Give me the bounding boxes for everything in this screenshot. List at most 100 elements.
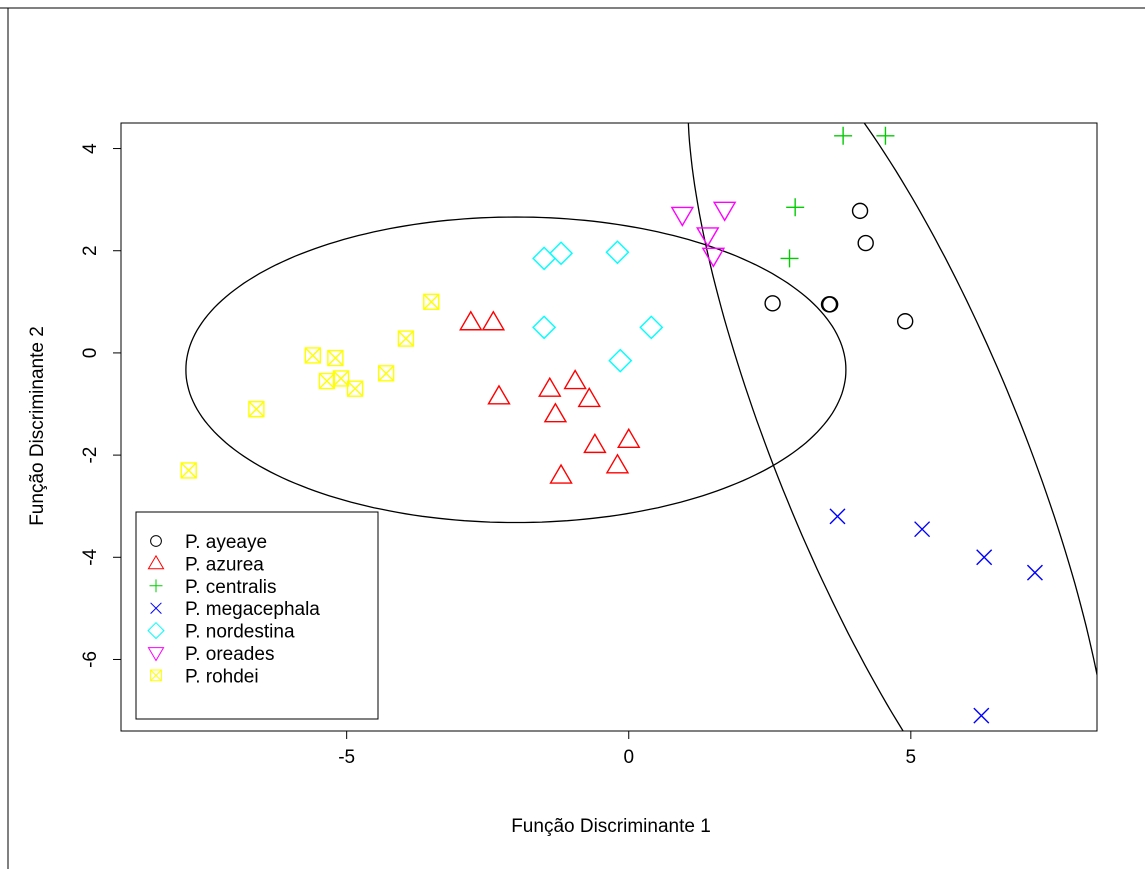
data-point [549,241,574,266]
data-point [487,384,511,405]
plot-area [120,122,1098,732]
legend-marker [147,621,165,640]
confidence-ellipse [687,123,1097,731]
legend-marker [150,535,162,547]
data-point [701,247,726,268]
data-point [481,310,506,331]
y-tick-label: -6 [80,651,101,668]
series-p-megacephala [829,508,1043,724]
data-point [549,463,573,484]
legend-item: P. rohdei [150,666,259,687]
y-tick-label: -4 [80,548,101,565]
data-point [318,372,336,390]
legend-symbol [147,621,165,640]
data-point [696,227,720,248]
data-point [346,380,364,397]
legend-item: P. megacephala [150,599,320,620]
legend-label: P. rohdei [185,666,259,687]
y-axis: 4 2 0 -2 -4 -6 [80,143,121,668]
legend-label: P. centralis [185,577,277,598]
data-point [896,313,914,330]
data-point [820,296,838,313]
legend-label: P. megacephala [185,599,320,620]
data-point [821,296,839,313]
data-point [423,293,440,311]
legend-item: P. oreades [147,644,274,665]
data-point [639,315,664,340]
data-point [563,369,587,390]
data-point [973,707,990,724]
data-point [332,370,350,387]
data-point [538,376,562,397]
x-axis-label: Função Discriminante 1 [511,816,711,837]
y-tick-label: 0 [80,348,101,359]
legend-item: P. ayeaye [150,532,267,553]
legend-label: P. nordestina [185,622,295,643]
data-point [459,310,483,331]
data-point [780,249,799,268]
legend-marker [147,554,165,570]
x-tick-label: 5 [906,747,917,768]
legend-label: P. oreades [185,644,274,665]
data-point [532,315,557,340]
y-tick-label: 2 [80,245,101,256]
data-point [857,234,874,252]
data-point [377,365,395,382]
series-p-nordestina [532,240,664,373]
legend-symbol [150,669,162,682]
y-axis-label: Função Discriminante 2 [27,326,48,526]
data-point [605,453,630,474]
legend-item: P. azurea [147,554,264,575]
x-tick-label: 0 [623,747,634,768]
data-point [304,347,322,364]
legend-symbol [147,554,165,570]
legend-box [135,511,379,720]
legend-item: P. centralis [149,577,277,598]
legend-marker [150,602,162,614]
data-point [976,549,993,566]
data-point [670,206,695,227]
y-tick-label: -2 [80,447,101,464]
data-point [608,348,633,373]
data-point [876,126,895,145]
series-p-azurea [459,310,641,484]
series-p-rohdei [180,293,440,479]
data-point [327,349,344,367]
data-point [397,330,415,347]
legend-label: P. ayeaye [185,532,267,553]
legend-symbol [150,602,162,614]
data-point [248,400,265,418]
data-point [829,508,846,525]
data-point [605,240,630,265]
data-point [583,432,607,454]
legend-item: P. nordestina [147,621,295,643]
legend-symbol [149,579,163,593]
data-point [1026,564,1043,581]
series-p-centralis [780,126,895,268]
legend-symbol [147,647,165,662]
data-point [617,427,641,448]
data-point [180,462,197,479]
data-point [914,521,931,538]
series-p-oreades [670,201,737,268]
legend-label: P. azurea [185,554,264,575]
series-p-ayeaye [764,202,914,330]
legend-marker [149,579,163,593]
legend-marker [147,647,165,662]
confidence-ellipses [185,123,1097,731]
confidence-ellipse [185,216,847,524]
data-point [786,198,805,217]
legend-marker [150,669,162,682]
data-point [577,387,601,408]
data-point [851,202,869,220]
data-point [764,295,781,312]
data-point [834,126,853,145]
data-points [180,126,1043,724]
data-point [712,201,737,222]
legend-symbol [150,535,162,547]
x-tick-label: -5 [338,747,355,768]
x-axis: -5 0 5 [338,731,916,768]
y-tick-label: 4 [80,143,101,154]
